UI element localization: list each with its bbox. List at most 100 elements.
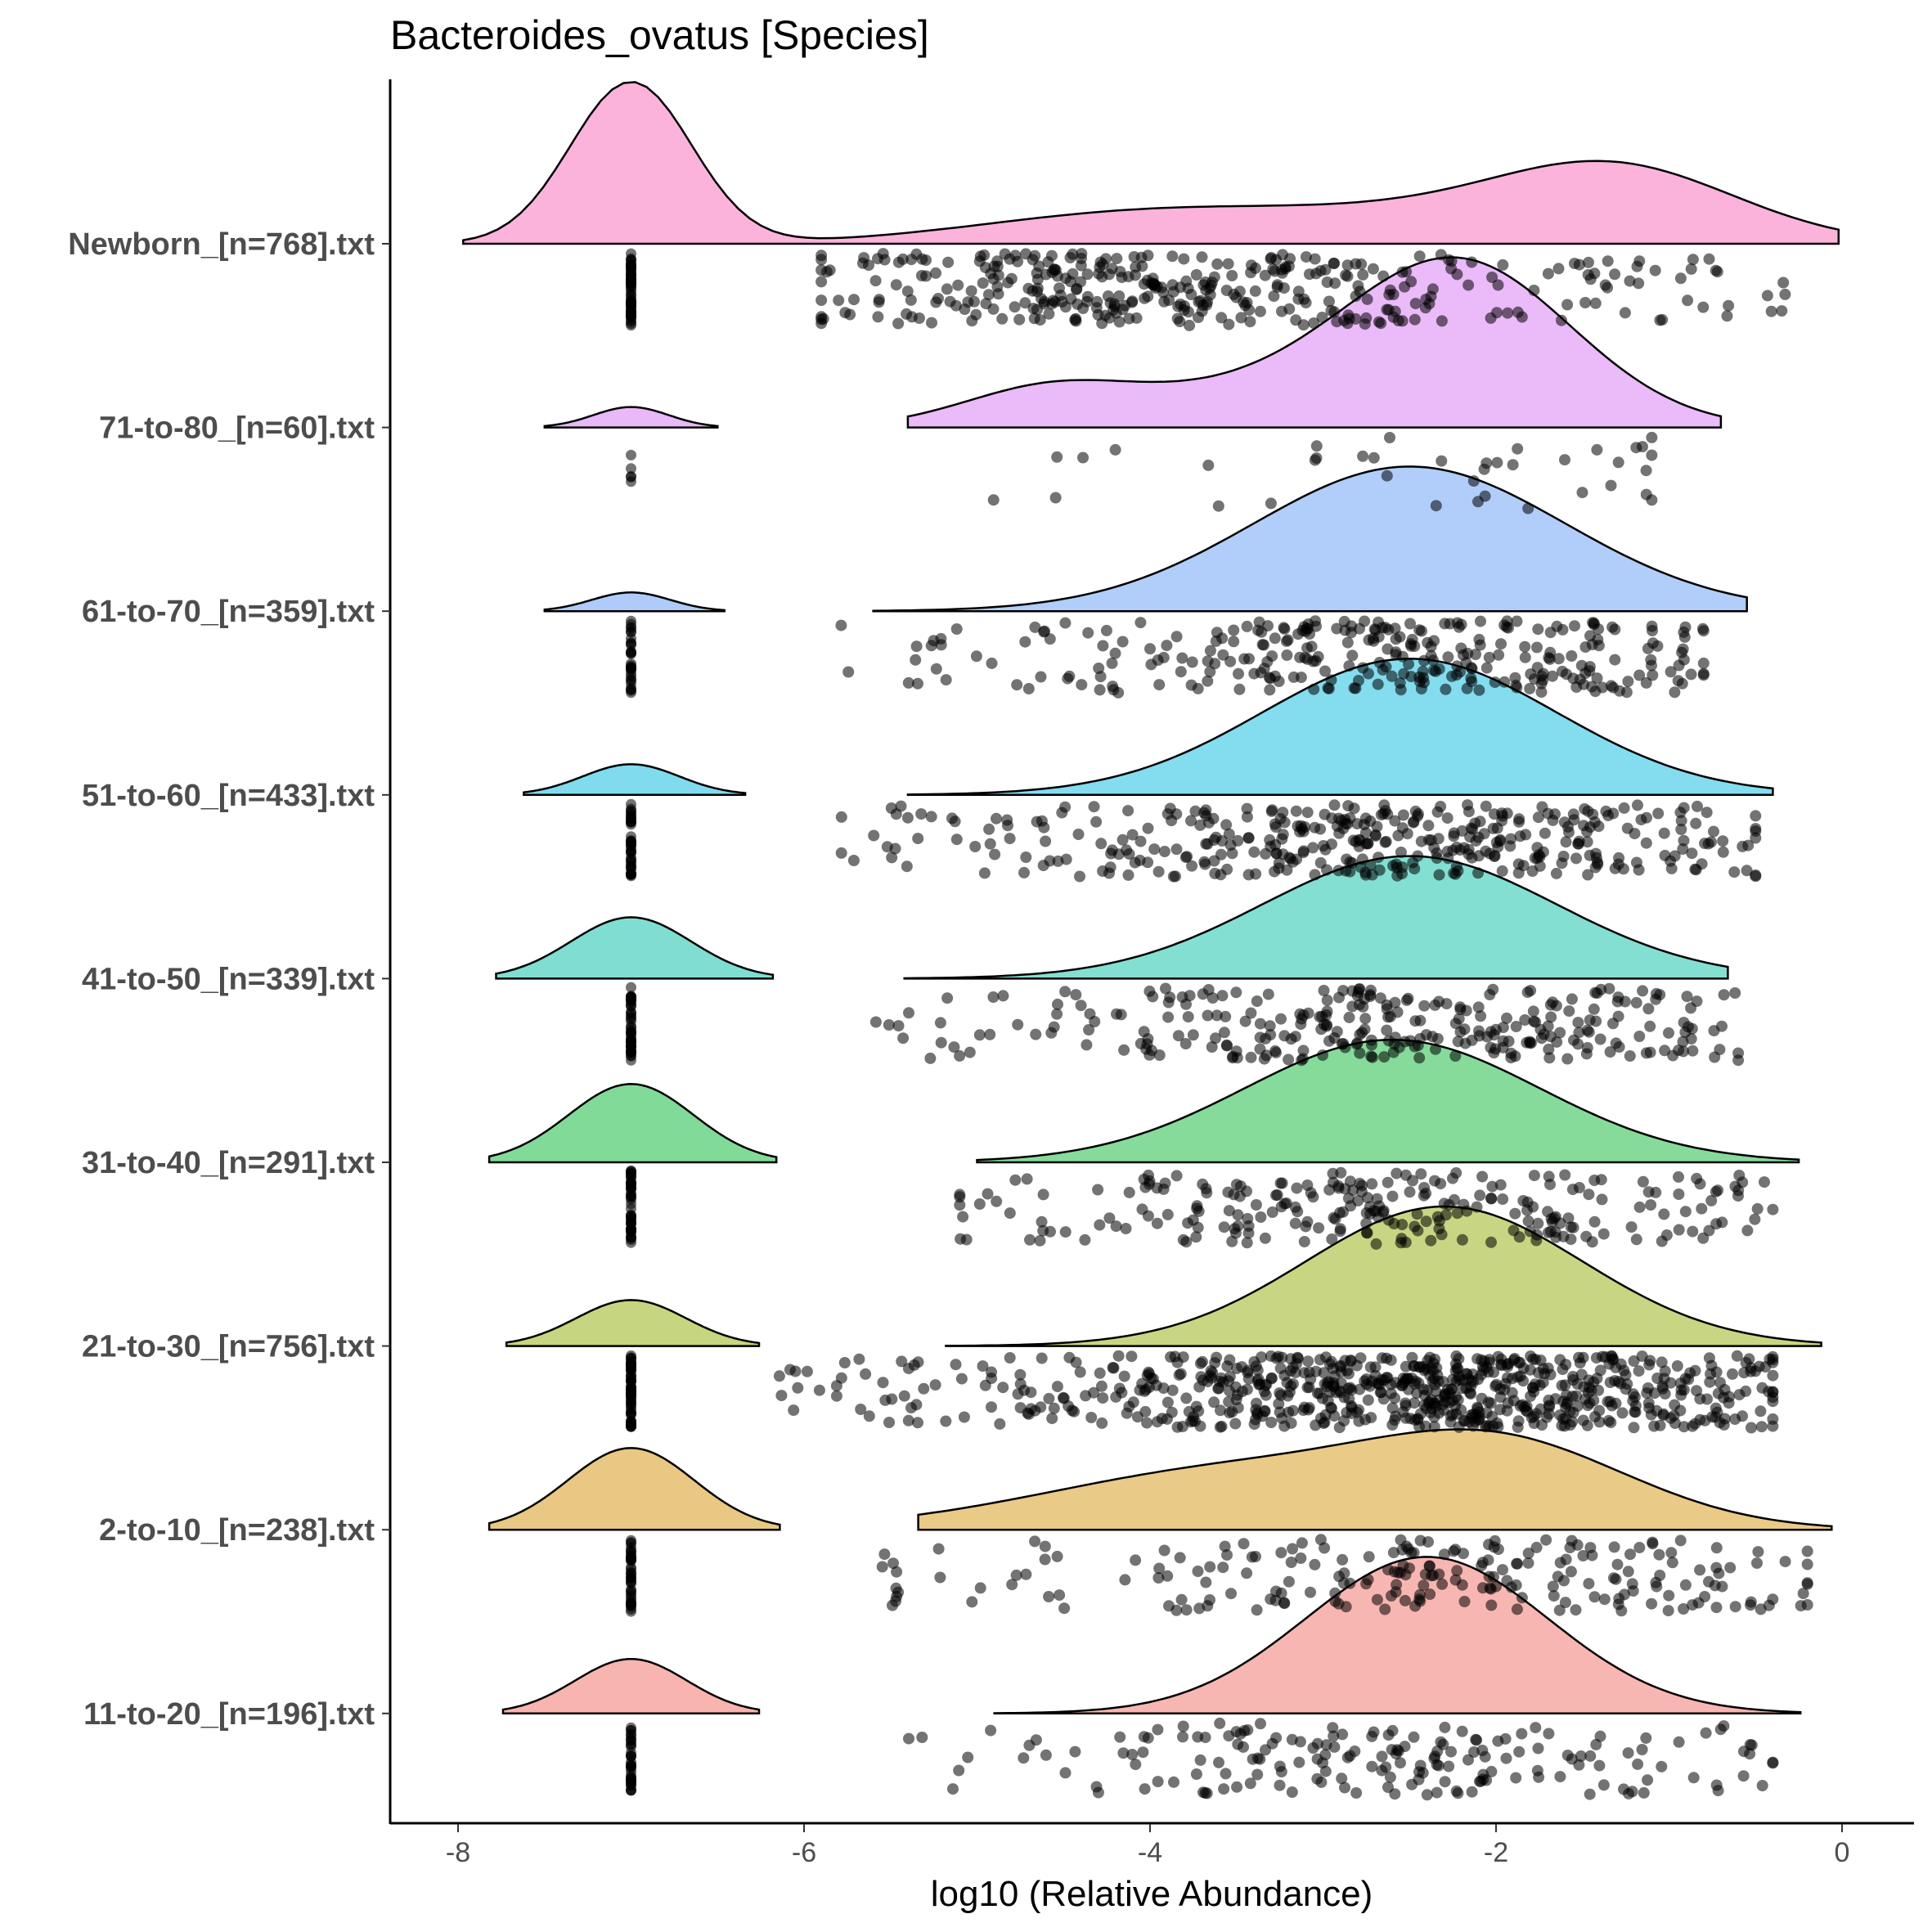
group-3-point: [1117, 833, 1129, 846]
group-2-point: [1117, 636, 1129, 648]
group-2-density-zero: [543, 591, 726, 613]
group-5-point: [1673, 1188, 1685, 1200]
group-7-point: [1516, 1592, 1528, 1604]
group-3-point: [1328, 799, 1341, 811]
group-2-point: [1022, 683, 1035, 694]
group-6-point: [1621, 1378, 1633, 1391]
group-0-point: [965, 285, 977, 297]
group-6-point: [950, 1359, 962, 1371]
group-7-point: [1221, 1549, 1233, 1561]
group-3-point: [1378, 799, 1391, 811]
group-6-point: [1534, 1403, 1547, 1415]
group-2-point: [1261, 656, 1274, 668]
group-0-point: [1485, 312, 1497, 324]
group-7-point: [1548, 1590, 1560, 1602]
group-5-point: [1388, 1218, 1400, 1229]
group-2-point: [1044, 633, 1056, 645]
group-6-point: [626, 1421, 636, 1432]
group-2-point: [1346, 649, 1359, 662]
group-6-point: [1414, 1361, 1427, 1373]
group-6-point: [1530, 1354, 1542, 1366]
group-0-point: [1065, 293, 1077, 305]
group-3-point: [868, 829, 880, 842]
group-0-point: [1392, 315, 1404, 326]
group-4-point: [1393, 1041, 1405, 1054]
group-4-point: [1572, 1017, 1584, 1029]
group-0-density: [462, 81, 1840, 245]
group-2-point: [626, 638, 636, 649]
group-7-point: [1510, 1579, 1522, 1591]
group-4-point: [1202, 1009, 1214, 1022]
group-8-point: [985, 1724, 997, 1737]
group-5-point: [1517, 1195, 1530, 1206]
group-7-point: [1424, 1588, 1436, 1600]
group-6-point: [1746, 1422, 1757, 1434]
group-0-point: [973, 255, 986, 267]
group-5-point: [1223, 1205, 1235, 1217]
group-0-point: [1423, 298, 1436, 310]
group-7-point: [1287, 1543, 1299, 1555]
group-3-point: [1281, 864, 1293, 876]
group-1-point: [1522, 502, 1534, 514]
group-0-point: [1005, 272, 1018, 285]
group-3-point: [1241, 802, 1253, 815]
group-2-point: [1377, 663, 1389, 676]
group-6-point: [1328, 1370, 1341, 1382]
group-3-point: [1392, 829, 1404, 842]
group-8-point: [1516, 1728, 1528, 1740]
group-2-point: [1097, 640, 1109, 652]
group-2-point: [1273, 676, 1285, 687]
group-3-point: [1397, 809, 1409, 821]
group-8-point: [1386, 1724, 1399, 1737]
group-5-point: [1440, 1209, 1452, 1221]
group-6-point: [994, 1418, 1006, 1430]
group-6-point: [1211, 1351, 1223, 1364]
group-0-point: [815, 317, 828, 330]
group-0-point: [1382, 303, 1395, 316]
group-0-point: [1136, 260, 1148, 272]
group-8-point: [1533, 1771, 1545, 1783]
group-2-point: [1427, 664, 1440, 676]
group-8-point: [947, 1783, 959, 1795]
group-2-point: [1134, 617, 1147, 629]
group-3-point: [881, 841, 893, 853]
group-2-point: [1253, 616, 1265, 628]
group-5-point: [1586, 1236, 1598, 1248]
group-6-point: [1627, 1395, 1639, 1407]
group-3-point: [1659, 849, 1671, 861]
group-3-point: [991, 812, 1002, 824]
group-4-point: [1691, 995, 1703, 1008]
group-8-point: [1584, 1788, 1596, 1800]
group-0-point: [815, 276, 828, 288]
group-4-point: [1283, 1054, 1295, 1066]
group-7-point: [1482, 1554, 1494, 1566]
group-2-point: [1243, 653, 1255, 665]
group-4-point: [1501, 1012, 1512, 1024]
group-6-point: [1359, 1375, 1371, 1387]
group-2-point: [1591, 672, 1603, 685]
group-6-point: [1161, 1396, 1174, 1409]
group-4-point: [1594, 1033, 1606, 1045]
group-2-point: [1535, 686, 1548, 699]
group-0-point: [1284, 253, 1296, 265]
group-3-point: [1215, 869, 1227, 881]
group-8-point: [1492, 1735, 1504, 1747]
group-0-point: [1589, 297, 1602, 309]
group-6-point: [1346, 1400, 1358, 1412]
group-7-point: [1716, 1580, 1728, 1593]
group-3-point: [1513, 813, 1525, 825]
group-4-point: [1354, 1047, 1366, 1059]
group-0-point: [996, 312, 1009, 325]
group-0-point: [1492, 279, 1504, 291]
group-0-point: [1556, 314, 1567, 326]
group-4-point: [1012, 1018, 1024, 1031]
group-8-point: [1126, 1749, 1139, 1760]
group-4-point: [1262, 988, 1274, 1000]
group-7-point: [1422, 1536, 1434, 1548]
group-3-point: [1072, 829, 1085, 840]
group-0-point: [1111, 253, 1123, 265]
group-3-point: [950, 833, 963, 846]
group-5-point: [1092, 1184, 1104, 1196]
y-tick-label-2: 61-to-70_[n=359].txt: [82, 595, 375, 629]
group-7-point: [1314, 1534, 1327, 1546]
